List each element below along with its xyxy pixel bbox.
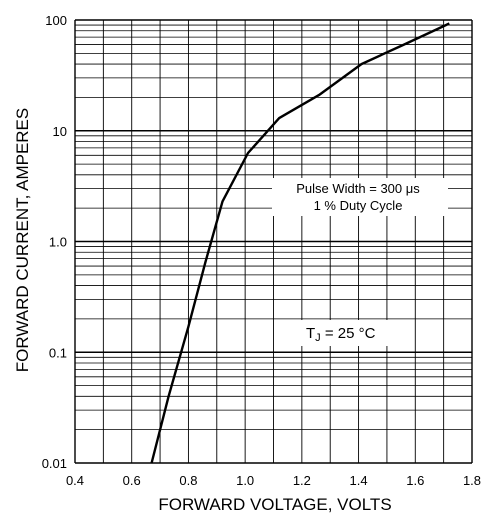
y-axis-ticks: 0.01 0.1 1.0 10 100 xyxy=(42,13,67,471)
x-tick-label: 1.8 xyxy=(463,473,481,488)
x-tick-label: 0.8 xyxy=(179,473,197,488)
pulse-note-background xyxy=(272,178,448,216)
series-line-forward-current xyxy=(150,22,450,464)
x-axis-title: FORWARD VOLTAGE, VOLTS xyxy=(158,495,391,514)
x-tick-label: 1.6 xyxy=(406,473,424,488)
tj-prefix: T xyxy=(306,325,315,342)
x-tick-label: 1.4 xyxy=(350,473,368,488)
pulse-width-note: Pulse Width = 300 μs 1 % Duty Cycle xyxy=(272,178,448,216)
tj-suffix: = 25 °C xyxy=(321,325,376,342)
y-tick-label: 0.1 xyxy=(49,345,67,360)
y-tick-label: 0.01 xyxy=(42,456,67,471)
junction-temperature-note: TJ = 25 °C xyxy=(296,320,398,346)
pulse-width-label: Pulse Width = 300 μs xyxy=(296,181,420,196)
x-tick-label: 0.6 xyxy=(123,473,141,488)
y-tick-label: 1.0 xyxy=(49,235,67,250)
y-tick-label: 100 xyxy=(45,13,67,28)
junction-temperature-label: TJ = 25 °C xyxy=(306,325,376,344)
tj-subscript: J xyxy=(315,332,321,344)
y-axis-title: FORWARD CURRENT, AMPERES xyxy=(13,108,32,372)
x-tick-label: 1.0 xyxy=(236,473,254,488)
plot-grid xyxy=(74,19,473,464)
tj-note-background xyxy=(296,320,398,346)
x-tick-label: 0.4 xyxy=(66,473,84,488)
x-tick-label: 1.2 xyxy=(293,473,311,488)
y-tick-label: 10 xyxy=(53,124,67,139)
x-axis-ticks: 0.4 0.6 0.8 1.0 1.2 1.4 1.6 1.8 xyxy=(66,473,481,488)
duty-cycle-label: 1 % Duty Cycle xyxy=(314,198,403,213)
